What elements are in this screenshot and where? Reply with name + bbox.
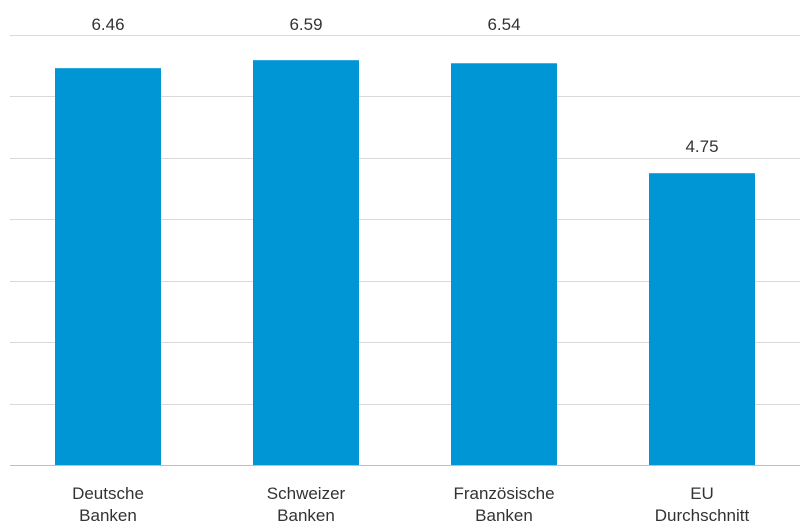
data-labels: 6.46 6.59 6.54 4.75 [91,15,718,156]
bar [649,173,755,465]
x-tick-label: EU Durchschnitt [655,484,750,525]
x-tick-label: Schweizer Banken [267,484,346,525]
x-tick-label: Französische Banken [453,484,554,525]
x-axis-tick-labels: Deutsche Banken Schweizer Banken Französisch… [72,484,749,525]
bar [451,63,557,465]
bars [55,60,755,466]
data-label: 6.59 [289,15,322,34]
data-label: 4.75 [685,137,718,156]
bar [55,68,161,466]
x-tick-label: Deutsche Banken [72,484,144,525]
data-label: 6.54 [487,15,520,34]
data-label: 6.46 [91,15,124,34]
bar [253,60,359,465]
